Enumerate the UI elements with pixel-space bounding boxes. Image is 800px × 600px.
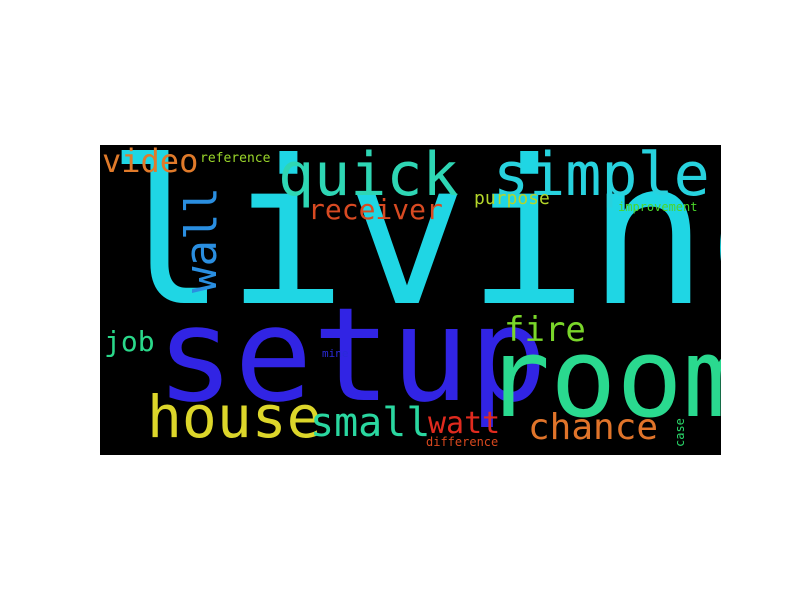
word-watt: watt xyxy=(428,406,501,441)
word-case: case xyxy=(673,418,687,447)
word-house: house xyxy=(147,383,322,451)
word-fire: fire xyxy=(504,310,586,350)
word-chance: chance xyxy=(528,407,659,448)
word-cloud: living setup room quick simple house wal… xyxy=(100,145,721,455)
word-setup: setup xyxy=(156,279,548,431)
word-purpose: purpose xyxy=(474,188,550,209)
word-quick: quick xyxy=(278,145,459,210)
word-job: job xyxy=(104,325,155,358)
word-video: video xyxy=(102,145,199,180)
word-mine: mine xyxy=(322,347,349,360)
word-improvement: improvement xyxy=(618,200,698,214)
word-wall: wall xyxy=(176,187,227,293)
word-living: living xyxy=(106,145,721,351)
word-receiver: receiver xyxy=(308,193,443,226)
word-simple: simple xyxy=(493,145,710,210)
word-reference: reference xyxy=(200,151,271,166)
word-room: room xyxy=(484,314,721,442)
word-small: small xyxy=(310,400,431,446)
word-difference: difference xyxy=(426,435,499,449)
